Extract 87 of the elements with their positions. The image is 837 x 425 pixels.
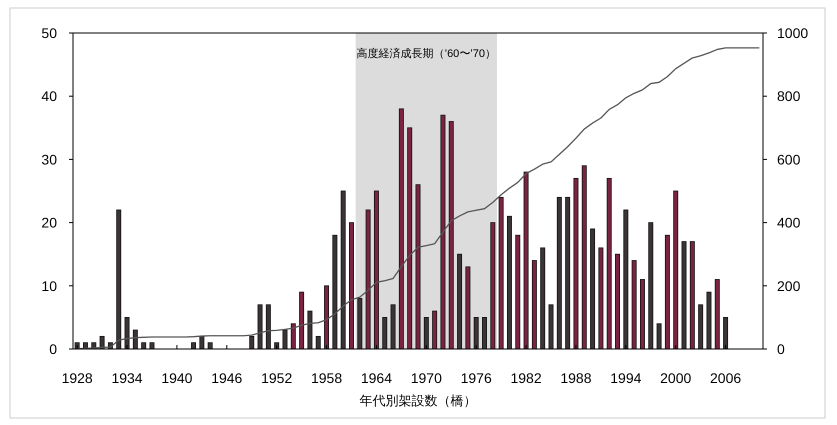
bar [490, 222, 496, 350]
x-tick-label: 1964 [360, 370, 392, 386]
bar [664, 234, 670, 350]
bar [390, 304, 396, 350]
bar [457, 254, 462, 350]
bar [266, 304, 271, 350]
x-tick-label: 1940 [161, 370, 193, 386]
y2-tick-label: 400 [777, 214, 801, 231]
bar [374, 190, 379, 350]
bar [398, 108, 404, 350]
bar [357, 298, 362, 350]
bar [598, 247, 604, 350]
y-tick-label: 50 [41, 25, 58, 41]
bar [524, 172, 529, 350]
bar [424, 317, 429, 350]
bar [432, 310, 438, 350]
bar [548, 304, 554, 350]
bar [673, 190, 678, 350]
bar [690, 241, 695, 350]
y2-tick-label: 200 [777, 278, 801, 294]
y-tick-label: 0 [49, 341, 58, 357]
bar [556, 196, 562, 350]
bar [440, 114, 446, 350]
x-tick-label: 1952 [261, 370, 292, 386]
bar [124, 317, 130, 350]
x-tick-label: 2000 [660, 370, 692, 386]
bar [714, 279, 720, 350]
bar [307, 310, 312, 350]
x-tick-label: 1994 [610, 370, 642, 386]
bar [615, 254, 620, 350]
x-axis-title: 年代別架設数（橋） [360, 393, 476, 408]
bar [340, 190, 346, 350]
bar [324, 285, 330, 350]
bar [573, 178, 578, 350]
x-tick-label: 1958 [310, 370, 342, 386]
bar [299, 292, 304, 350]
bar [606, 178, 612, 350]
bar [290, 323, 296, 350]
bar [474, 317, 479, 350]
y2-tick-label: 0 [777, 341, 785, 357]
bar [448, 121, 454, 350]
bar [723, 317, 728, 350]
y2-tick-label: 600 [777, 151, 801, 168]
x-tick-label: 2006 [710, 370, 742, 386]
bar [656, 323, 662, 350]
y-tick-label: 40 [41, 88, 58, 104]
bar [698, 304, 704, 350]
bar [199, 336, 204, 350]
bar [515, 234, 520, 350]
bar [416, 184, 420, 350]
bar [282, 330, 288, 350]
bar [506, 216, 512, 350]
bar [590, 228, 596, 350]
bar [349, 222, 354, 350]
x-tick-label: 1988 [560, 370, 592, 386]
x-tick-label: 1982 [510, 370, 542, 386]
bar [682, 241, 687, 350]
y-tick-label: 30 [41, 151, 58, 168]
bar [258, 304, 263, 350]
bar [632, 260, 637, 350]
bar [132, 330, 138, 350]
bar [582, 165, 587, 350]
line-series [76, 47, 760, 350]
bar [498, 196, 504, 350]
band-label: 高度経済成長期（’60〜’70） [356, 47, 496, 60]
bar [540, 247, 546, 350]
x-tick-label: 1970 [410, 370, 442, 386]
x-tick-label: 1976 [460, 370, 492, 386]
x-tick-label: 1928 [62, 370, 93, 386]
bar [482, 317, 487, 350]
x-tick-label: 1946 [211, 370, 243, 386]
bar [640, 279, 645, 350]
bar [565, 196, 570, 350]
bar [465, 266, 470, 350]
y-tick-label: 20 [41, 214, 58, 231]
bar [116, 210, 122, 350]
x-tick-label: 1934 [111, 370, 143, 386]
y2-tick-label: 800 [777, 88, 801, 104]
y2-tick-label: 1000 [777, 25, 808, 41]
bar [366, 210, 371, 350]
bar [532, 260, 537, 350]
bar [706, 292, 712, 350]
bar [648, 222, 654, 350]
bar [332, 234, 338, 350]
y-tick-label: 10 [41, 278, 58, 294]
bar [623, 210, 628, 350]
bar [407, 127, 412, 350]
